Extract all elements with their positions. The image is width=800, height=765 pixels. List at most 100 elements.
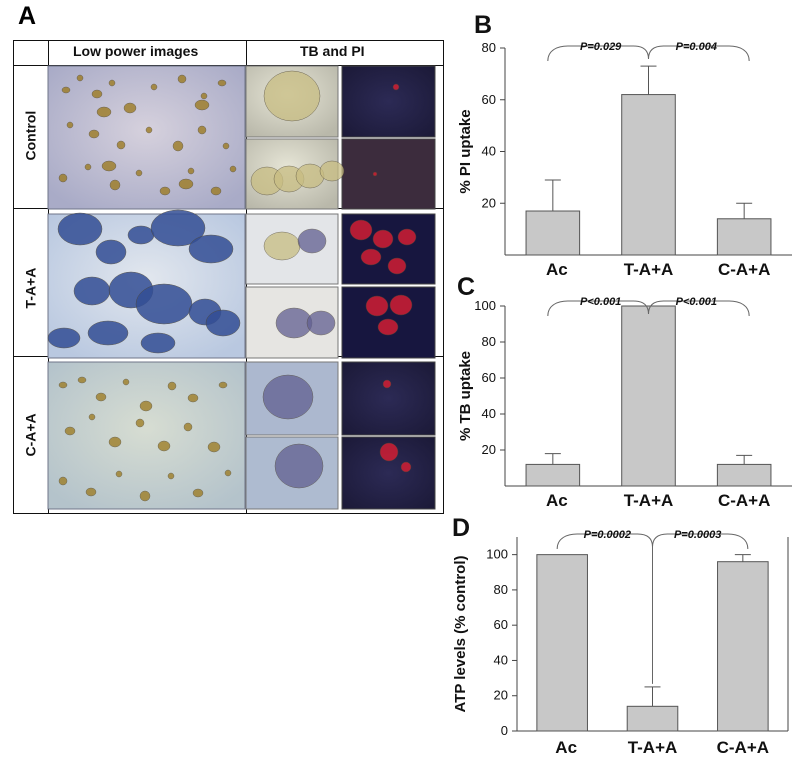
- magnified-cell-cluster: [295, 163, 325, 189]
- magnified-cell-cluster: [263, 70, 321, 122]
- magnified-cell-cluster: [274, 443, 324, 489]
- ca-a-cell-cluster: [183, 422, 193, 432]
- pi-red-fluorescence: [387, 257, 407, 275]
- pi-red-fluorescence: [372, 171, 378, 177]
- panel-c-letter: C: [457, 273, 475, 301]
- ca-a-cell-cluster: [64, 426, 76, 436]
- bar: [716, 218, 772, 256]
- ca-a-cell-cluster: [88, 413, 96, 421]
- control-cell-cluster: [222, 142, 230, 150]
- panel-d-letter: D: [452, 514, 470, 542]
- pi-red-fluorescence: [382, 379, 392, 389]
- control-cell-cluster: [84, 163, 92, 171]
- control-cell-cluster: [194, 99, 210, 111]
- ca-a-cell-cluster: [187, 393, 199, 403]
- y-tick-label: 60: [482, 370, 496, 385]
- control-pi-image-2: [341, 138, 436, 210]
- control-cell-cluster: [135, 169, 143, 177]
- control-cell-cluster: [123, 102, 137, 114]
- pi-red-fluorescence: [392, 83, 400, 91]
- ca-a-cell-cluster: [135, 418, 145, 428]
- control-cell-cluster: [76, 74, 84, 82]
- pi-red-fluorescence: [360, 248, 382, 266]
- control-cell-cluster: [116, 140, 126, 150]
- stained-cell-cluster: [95, 239, 127, 265]
- pi-red-fluorescence: [372, 229, 394, 249]
- x-tick-label: T-A+A: [624, 491, 674, 510]
- pi-red-fluorescence: [397, 228, 417, 246]
- ca-a-cell-cluster: [207, 441, 221, 453]
- control-cell-cluster: [172, 140, 184, 152]
- control-cell-cluster: [187, 167, 195, 175]
- y-axis-label: % PI uptake: [457, 109, 474, 193]
- stained-cell-cluster: [47, 327, 81, 349]
- bar: [716, 463, 772, 487]
- control-pi-image-1: [341, 65, 436, 138]
- low-power-header: Low power images: [73, 43, 199, 59]
- control-cell-cluster: [200, 92, 208, 100]
- y-tick-label: 100: [486, 547, 508, 562]
- ca-a-cell-cluster: [95, 392, 107, 402]
- y-axis-label: ATP levels (% control): [452, 556, 469, 713]
- control-cell-cluster: [159, 186, 171, 196]
- control-cell-cluster: [177, 74, 187, 84]
- control-cell-cluster: [66, 121, 74, 129]
- x-tick-label: T-A+A: [624, 260, 674, 279]
- magnified-cell-cluster: [263, 231, 301, 261]
- tb-pi-header: TB and PI: [300, 43, 365, 59]
- y-tick-label: 20: [482, 442, 496, 457]
- stained-cell-cluster: [188, 234, 234, 264]
- x-tick-label: Ac: [555, 738, 577, 757]
- stained-cell-cluster: [140, 332, 176, 354]
- control-cell-cluster: [145, 126, 153, 134]
- y-tick-label: 80: [482, 334, 496, 349]
- bar: [525, 463, 581, 487]
- stained-cell-cluster: [127, 225, 155, 245]
- control-cell-cluster: [91, 89, 103, 99]
- p-value-label: P=0.004: [676, 41, 717, 53]
- control-cell-cluster: [88, 129, 100, 139]
- bar: [536, 554, 588, 732]
- x-tick-label: Ac: [546, 491, 568, 510]
- x-tick-label: C-A+A: [717, 738, 769, 757]
- bar: [717, 561, 769, 732]
- control-cell-cluster: [101, 160, 117, 172]
- pi-red-fluorescence: [365, 295, 389, 317]
- pi-red-fluorescence: [349, 219, 373, 241]
- pi-red-fluorescence: [400, 461, 412, 473]
- stained-cell-cluster: [73, 276, 111, 306]
- ca-a-pi-image-1: [341, 361, 436, 436]
- x-tick-label: C-A+A: [718, 260, 770, 279]
- ca-a-cell-cluster: [115, 470, 123, 478]
- control-cell-cluster: [197, 125, 207, 135]
- chart-c: 20 40 60 80 100 Ac T-A+A C-A+A % TB uptake P<0.00…: [457, 296, 792, 510]
- control-cell-cluster: [229, 165, 237, 173]
- ca-a-cell-cluster: [157, 440, 171, 452]
- panel-b-letter: B: [474, 11, 492, 39]
- ca-a-cell-cluster: [58, 381, 68, 389]
- p-value-label: P=0.0002: [584, 529, 631, 541]
- y-tick-label: 40: [482, 406, 496, 421]
- ca-a-low-power-image: [47, 361, 246, 510]
- stained-cell-cluster: [150, 209, 206, 247]
- p-value-label: P<0.001: [676, 296, 717, 308]
- stained-cell-cluster: [135, 283, 193, 325]
- microscopy-cell-drawings: [47, 70, 417, 502]
- chart-d: 0 20 40 60 80 100 Ac T-A+A C-A+A ATP levels (% co…: [452, 529, 789, 757]
- control-cell-cluster: [150, 83, 158, 91]
- y-tick-label: 40: [482, 144, 496, 159]
- y-tick-label: 100: [474, 298, 496, 313]
- control-cell-cluster: [109, 179, 121, 191]
- ca-a-cell-cluster: [224, 469, 232, 477]
- significance-bracket: [547, 300, 750, 317]
- pi-red-fluorescence: [389, 294, 413, 316]
- bar: [626, 705, 679, 732]
- chart-b: 20 40 60 80 Ac T-A+A C-A+A % PI uptake P=0.029 P=…: [457, 40, 792, 279]
- magnified-cell-cluster: [275, 307, 313, 339]
- control-cell-cluster: [108, 79, 116, 87]
- panel-a-letter: A: [18, 2, 37, 30]
- p-value-label: P=0.029: [580, 41, 622, 53]
- ca-a-cell-cluster: [139, 400, 153, 412]
- pi-red-fluorescence: [379, 442, 399, 462]
